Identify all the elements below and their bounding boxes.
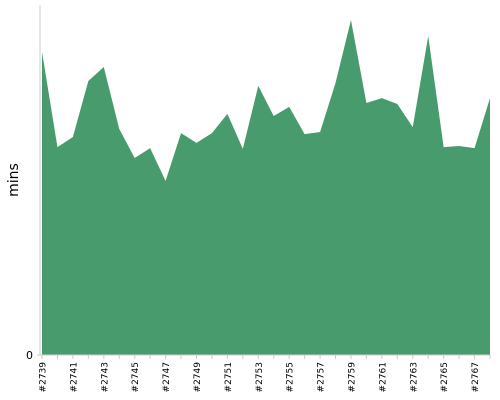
x-tick-label: #2759: [347, 362, 357, 393]
x-tick-label: #2749: [193, 362, 203, 393]
x-tick-label: #2763: [409, 362, 419, 392]
x-tick-label: #2757: [317, 362, 327, 392]
y-tick-label: 0: [26, 349, 33, 362]
x-tick-label: #2751: [224, 362, 234, 392]
area: [42, 20, 490, 356]
x-tick-label: #2747: [162, 362, 172, 392]
x-tick-label: #2753: [255, 362, 265, 392]
y-axis-label: mins: [6, 163, 22, 197]
x-tick-label: #2761: [378, 362, 388, 392]
x-tick-label: #2743: [100, 362, 110, 392]
x-tick-label: #2745: [131, 362, 141, 392]
x-tick-label: #2765: [440, 362, 450, 392]
x-tick-label: #2767: [471, 362, 481, 392]
x-tick-label: #2741: [69, 362, 79, 392]
x-tick-label: #2739: [39, 362, 49, 393]
x-tick-label: #2755: [286, 362, 296, 392]
